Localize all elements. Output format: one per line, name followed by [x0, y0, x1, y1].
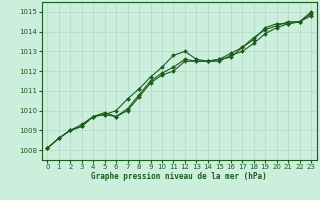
- X-axis label: Graphe pression niveau de la mer (hPa): Graphe pression niveau de la mer (hPa): [91, 172, 267, 181]
